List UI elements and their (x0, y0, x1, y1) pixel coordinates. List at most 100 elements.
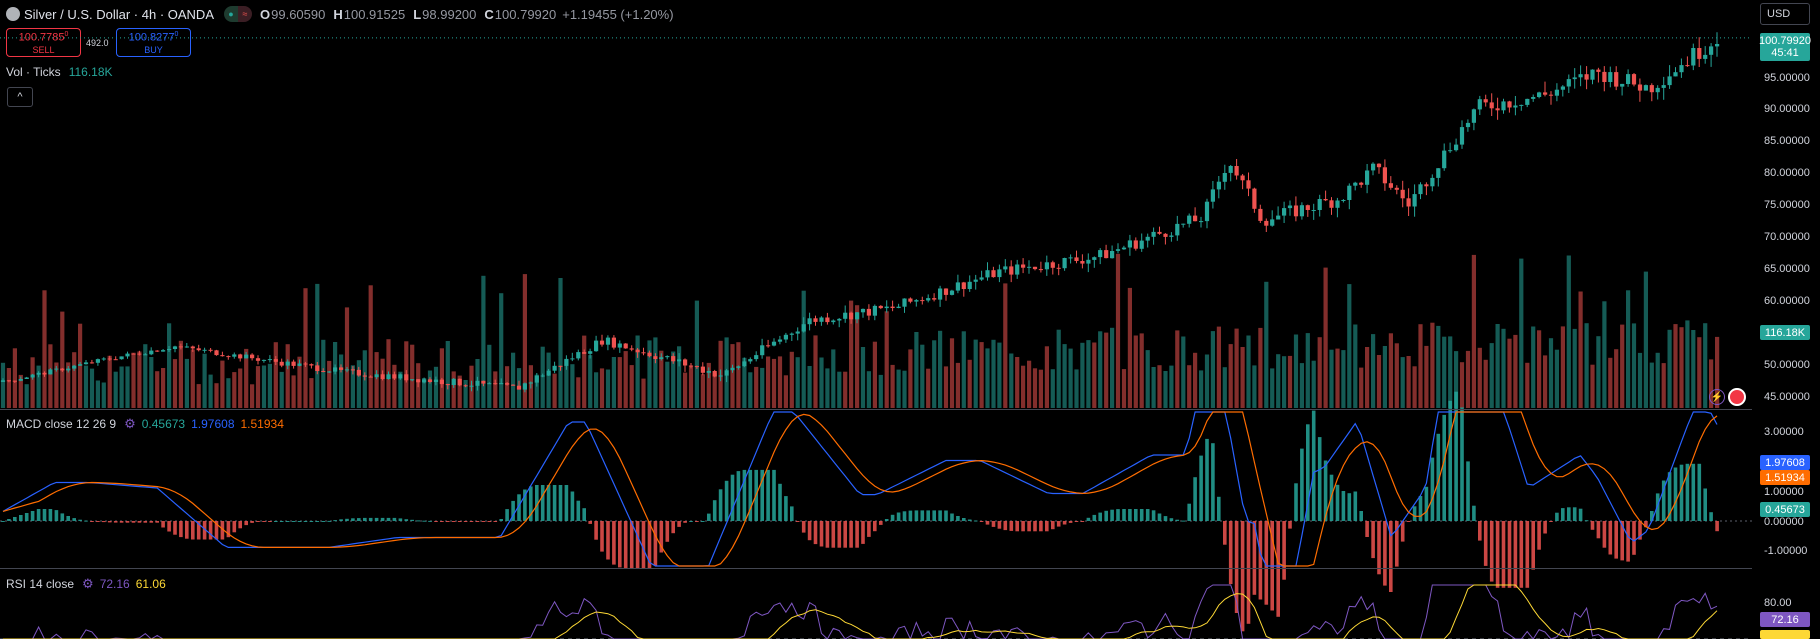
buy-price-sup: 0 (174, 31, 179, 39)
settings-gear-icon[interactable]: ⚙ (82, 576, 94, 591)
volume-legend[interactable]: Vol · Ticks 116.18K (6, 65, 113, 79)
us-flag-icon[interactable] (1728, 388, 1746, 406)
macd-histogram-bar (558, 485, 563, 521)
candle-body (1222, 173, 1227, 182)
macd-histogram-bar (831, 521, 836, 548)
volume-bar (1519, 258, 1524, 408)
candle-body (1270, 219, 1275, 226)
volume-bar (18, 374, 23, 408)
volume-bar (54, 362, 59, 408)
macd-histogram-bar (612, 521, 616, 565)
candle-body (1454, 144, 1459, 151)
macd-histogram-bar (24, 513, 29, 521)
volume-bar (321, 339, 326, 408)
volume-bar (1715, 336, 1720, 408)
candle-body (1626, 74, 1631, 84)
candle-body (78, 364, 83, 366)
low-value: 98.99200 (422, 6, 477, 22)
symbol-title[interactable]: Silver / U.S. Dollar · 4h · OANDA (24, 6, 214, 22)
macd-histogram-bar (1051, 521, 1055, 530)
candle-body (36, 372, 41, 375)
volume-bar (706, 362, 711, 408)
candle-body (339, 367, 344, 370)
candle-body (1353, 182, 1358, 186)
lightning-icon[interactable]: ⚡ (1709, 389, 1725, 405)
volume-bar (641, 378, 646, 408)
candle-body (1246, 180, 1251, 189)
candle-body (1110, 251, 1115, 259)
macd-histogram-bar (256, 521, 260, 522)
collapse-legend-button[interactable]: ^ (7, 87, 33, 107)
volume-legend-value: 116.18K (68, 65, 113, 79)
candle-body (54, 368, 59, 370)
candle-body (1062, 258, 1067, 269)
candle-body (255, 358, 261, 361)
macd-histogram-bar (357, 518, 361, 521)
volume-bar (955, 362, 960, 408)
rsi-legend[interactable]: RSI 14 close ⚙ 72.16 61.06 (6, 576, 166, 592)
volume-bar (700, 374, 705, 408)
macd-histogram-bar (1436, 433, 1441, 521)
volume-bar (558, 278, 563, 408)
volume-bar (285, 344, 290, 408)
buy-button[interactable]: 100.82770 BUY (116, 28, 191, 57)
volume-bar (1199, 370, 1204, 408)
candle-body (1293, 205, 1299, 217)
volume-bar (1643, 271, 1648, 408)
candle-body (398, 374, 403, 379)
rsi-pane-separator[interactable] (0, 568, 1752, 569)
chevron-up-icon: ^ (17, 91, 23, 103)
volume-bar (6, 368, 11, 408)
candle-body (1554, 89, 1559, 96)
candle-body (344, 369, 350, 371)
macd-histogram-bar (623, 521, 628, 568)
macd-histogram-bar (36, 509, 41, 521)
price-chart[interactable] (0, 0, 1752, 639)
volume-bar (1703, 323, 1708, 408)
candle-body (0, 380, 6, 382)
volume-bar (1631, 323, 1637, 408)
settings-gear-icon[interactable]: ⚙ (124, 416, 136, 431)
macd-histogram-bar (1347, 493, 1352, 521)
macd-histogram-bar (1460, 407, 1464, 521)
candle-body (967, 281, 972, 289)
candle-body (451, 378, 456, 385)
candle-body (1347, 185, 1352, 200)
candle-body (433, 379, 439, 382)
macd-pane-separator[interactable] (0, 409, 1752, 410)
macd-histogram-bar (1181, 520, 1186, 522)
candle-body (712, 371, 717, 377)
macd-histogram-bar (1389, 521, 1393, 592)
currency-select[interactable]: USD (1760, 3, 1810, 25)
volume-bar (1204, 354, 1210, 408)
volume-bar (178, 340, 183, 408)
macd-histogram-bar (517, 494, 521, 521)
volume-bar (522, 274, 527, 408)
volume-bar (552, 373, 557, 408)
volume-bar (1038, 369, 1043, 408)
candle-body (1240, 175, 1245, 181)
candle-body (315, 365, 320, 371)
volume-bar (1596, 336, 1601, 408)
macd-histogram-bar (1655, 493, 1660, 521)
macd-histogram-bar (748, 469, 753, 521)
volume-bar (1590, 364, 1595, 408)
candle-body (1187, 215, 1192, 224)
volume-bar (184, 358, 189, 408)
status-pill[interactable]: ● ≈ (224, 6, 252, 22)
volume-bar (967, 359, 972, 408)
candle-body (1703, 54, 1708, 59)
candle-body (837, 318, 842, 321)
candle-body (1341, 200, 1346, 201)
volume-bar (1074, 369, 1079, 408)
candle-body (890, 306, 895, 308)
bar-countdown: 45:41 (1771, 47, 1799, 59)
volume-bar (1418, 324, 1423, 408)
sell-button[interactable]: 100.77850 SELL (6, 28, 81, 57)
volume-bar (1477, 347, 1482, 408)
macd-histogram-bar (849, 521, 853, 548)
price-tick: 50.00000 (1764, 359, 1810, 371)
macd-histogram-bar (1703, 488, 1707, 521)
macd-legend[interactable]: MACD close 12 26 9 ⚙ 0.45673 1.97608 1.5… (6, 416, 284, 432)
volume-bar (1110, 327, 1115, 408)
